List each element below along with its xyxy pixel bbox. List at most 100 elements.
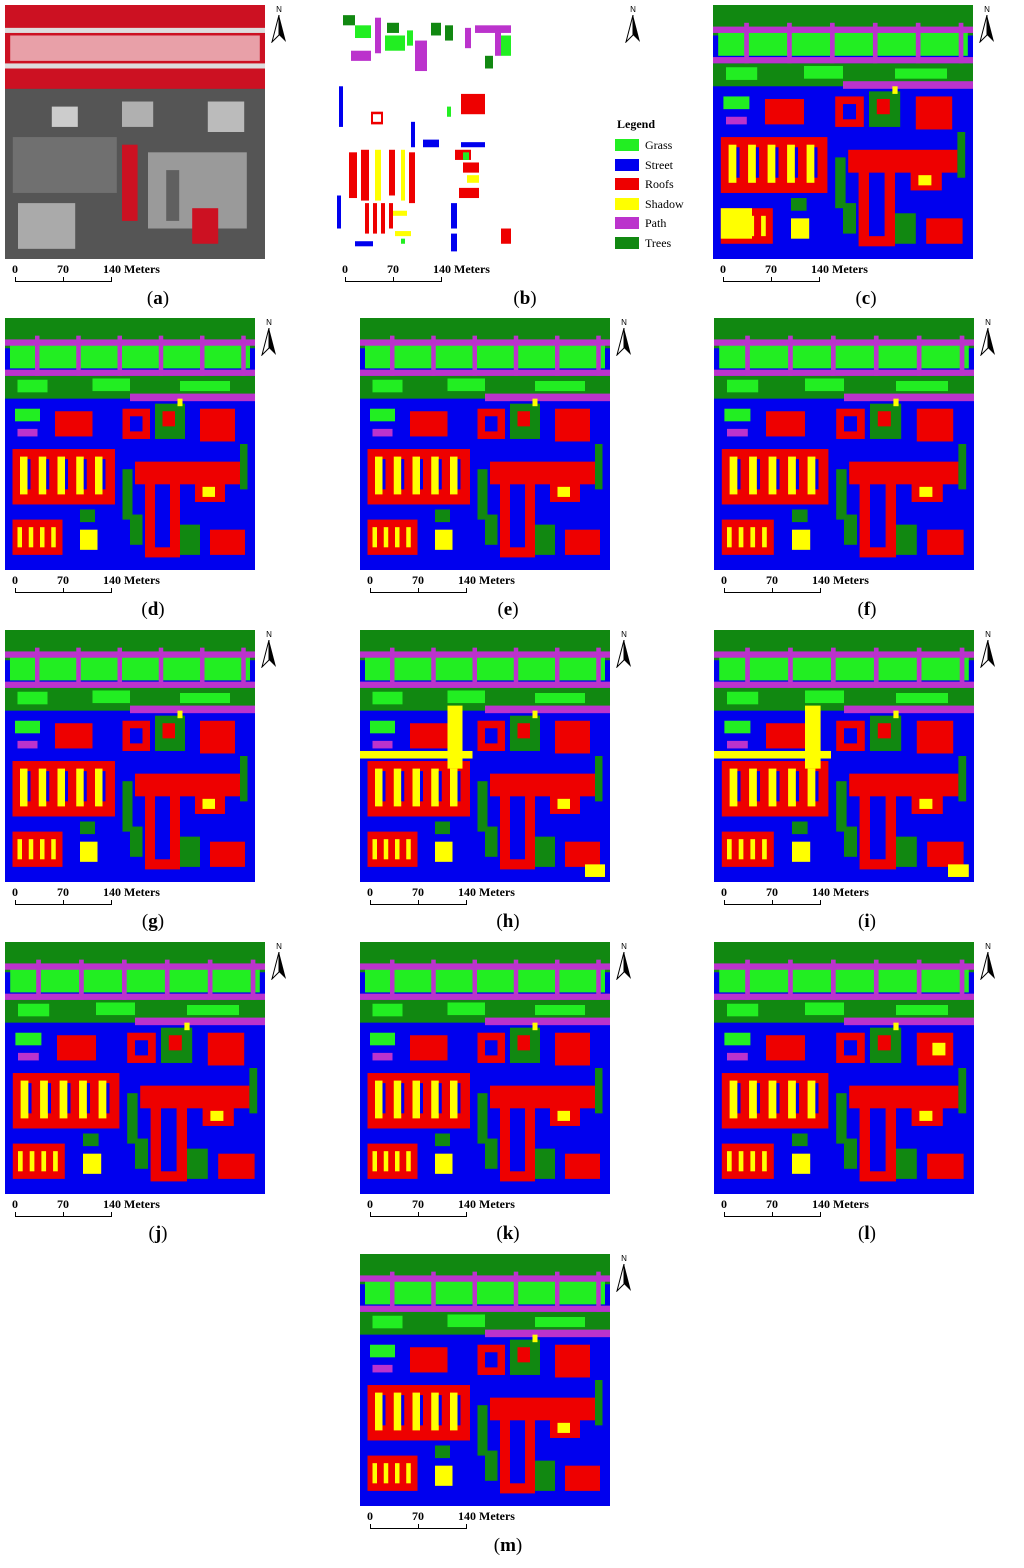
legend-title: Legend — [617, 117, 656, 131]
map-region — [792, 821, 808, 835]
scale-label-mid: 70 — [766, 885, 778, 899]
map-region — [896, 524, 917, 555]
map-region — [57, 768, 65, 807]
map-region — [795, 1083, 800, 1114]
map-region — [744, 22, 749, 64]
map-region — [370, 1344, 395, 1358]
map-region — [723, 96, 750, 110]
legend-item-grass: Grass — [615, 137, 672, 152]
map-region — [17, 527, 22, 548]
map-region — [738, 1151, 744, 1172]
map-region — [535, 1317, 585, 1328]
map-region — [447, 106, 451, 117]
scale-bar: 0 70 140 Meters — [717, 262, 887, 288]
map-region — [450, 1080, 458, 1119]
scale-tick — [111, 900, 112, 905]
map-region — [485, 1329, 610, 1338]
map-region — [517, 723, 530, 739]
map-region — [10, 35, 260, 61]
map-region — [919, 1110, 933, 1121]
map-region — [401, 459, 405, 490]
legend-label: Trees — [645, 235, 672, 250]
map-region — [565, 1153, 600, 1179]
map-region — [435, 821, 450, 835]
map-region — [555, 1271, 560, 1312]
map-region — [776, 1083, 780, 1114]
panel-letter: k — [502, 1223, 514, 1244]
map-region — [719, 655, 969, 681]
map-region — [365, 1279, 605, 1305]
map-region — [401, 771, 405, 802]
scale-tick — [370, 588, 371, 593]
scale-label-end: 140 Meters — [103, 573, 160, 587]
map-region — [555, 1344, 590, 1378]
map-region — [79, 1080, 87, 1119]
scale-tick — [15, 588, 16, 593]
map-region — [122, 959, 127, 1000]
map-region — [130, 728, 143, 744]
map-region — [477, 1093, 488, 1144]
scale-label-end: 140 Meters — [812, 885, 869, 899]
map-region — [916, 647, 922, 688]
map-region — [122, 781, 133, 832]
map-region — [510, 484, 525, 548]
map-region — [122, 101, 154, 127]
map-region — [916, 408, 954, 442]
scale-tick — [63, 900, 64, 905]
panel-letter: i — [864, 911, 870, 932]
map-region — [395, 1463, 400, 1484]
scale-tick — [15, 1212, 16, 1217]
map-region — [117, 335, 122, 376]
map-region — [720, 208, 752, 239]
map-region — [365, 203, 369, 234]
map-region — [102, 459, 106, 490]
map-region — [787, 22, 792, 64]
map-region — [555, 408, 590, 442]
map-region — [80, 529, 98, 550]
north-label: N — [266, 318, 272, 327]
map-region — [766, 1035, 805, 1061]
map-region — [794, 147, 799, 178]
map-region — [749, 768, 757, 807]
map-region — [831, 959, 836, 1000]
map-region — [372, 428, 393, 437]
scale-bar: 0 70 140 Meters — [364, 1197, 534, 1223]
map-region — [485, 728, 498, 744]
map-region — [412, 456, 420, 495]
classification-map — [714, 630, 974, 882]
map-region — [383, 1151, 389, 1172]
scale-label-zero: 0 — [721, 885, 727, 899]
map-region — [36, 959, 41, 1000]
map-region — [896, 381, 948, 392]
map-region — [815, 771, 819, 802]
map-region — [83, 1133, 99, 1147]
map-region — [17, 379, 48, 393]
map-region — [375, 149, 381, 201]
map-region — [412, 768, 420, 807]
classification-map — [360, 1254, 610, 1506]
map-region — [737, 771, 741, 802]
map-region — [135, 1017, 265, 1026]
map-region — [83, 771, 87, 802]
map-region — [410, 723, 448, 749]
map-region — [495, 30, 501, 56]
legend-item-trees: Trees — [615, 235, 671, 249]
map-region — [795, 459, 800, 490]
scale-bar: 0 70 140 Meters — [364, 573, 534, 599]
scale-label-mid: 70 — [57, 573, 69, 587]
scale-label-end: 140 Meters — [811, 262, 868, 276]
map-region — [727, 1052, 748, 1061]
map-region — [80, 841, 98, 862]
map-region — [510, 796, 525, 860]
map-region — [117, 647, 122, 688]
map-region — [41, 1151, 47, 1172]
map-region — [595, 1380, 603, 1426]
map-region — [457, 771, 461, 802]
map-region — [372, 839, 377, 860]
map-region — [135, 1138, 148, 1169]
map-region — [51, 106, 78, 127]
map-region — [788, 1080, 796, 1119]
map-region — [12, 137, 117, 193]
map-region — [65, 459, 68, 490]
map-region — [485, 1040, 498, 1056]
